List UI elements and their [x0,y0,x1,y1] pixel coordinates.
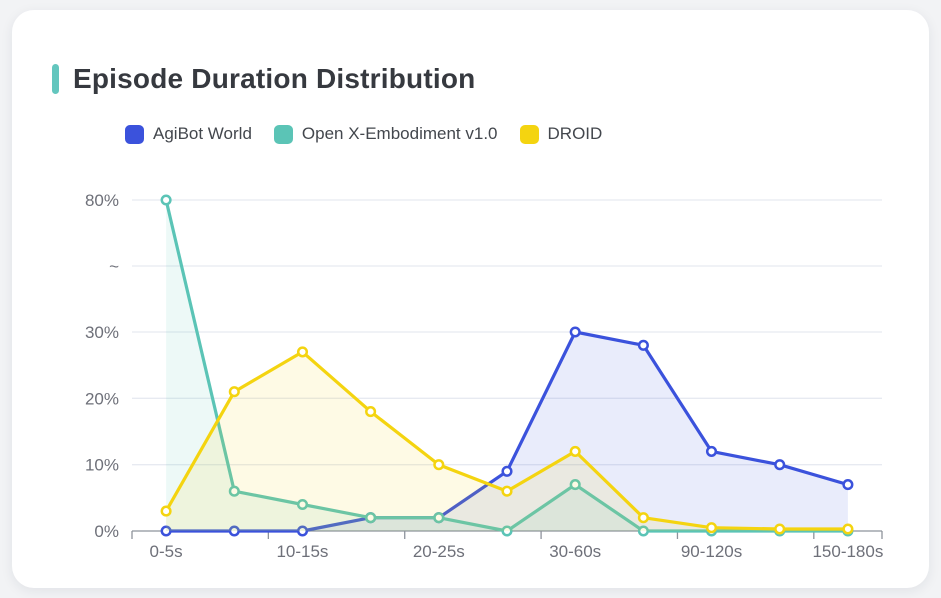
title-accent-bar [52,64,59,94]
data-point-marker [501,465,513,477]
data-point-marker [705,445,718,457]
series-area-agibot-world [166,332,848,531]
data-point-marker [228,525,240,537]
legend-label: AgiBot World [153,124,252,143]
x-axis-label: 0-5s [150,542,183,561]
legend-swatch-icon [273,124,293,144]
data-point-marker [842,523,854,535]
y-axis-label: 10% [85,456,119,475]
page-title: Episode Duration Distribution [73,63,476,94]
legend: AgiBot World Open X-Embodiment v1.0 DROID [125,124,602,144]
series-open-x-embodiment-v1-0 [160,194,854,537]
legend-label: Open X-Embodiment v1.0 [301,124,498,143]
y-axis-label: 0% [94,522,119,541]
data-point-marker [637,339,649,351]
data-point-marker [569,479,581,491]
data-point-marker [433,512,445,524]
legend-label: DROID [547,124,603,143]
data-point-marker [296,525,309,537]
series-area-open-x-embodiment-v1-0 [166,200,848,531]
data-point-marker [569,326,581,338]
data-point-marker [228,485,240,497]
legend-swatch-icon [519,124,539,144]
data-point-marker [160,194,172,206]
y-axis-label: ~ [109,257,119,276]
episode-duration-chart: 0% 10% 20% 30% ~80% 0-5s 10-15s 20-25s 30-60s 90-… [85,191,884,561]
data-point-marker [705,522,718,534]
x-axis-label: 20-25s [413,542,465,561]
series-area-droid [166,351,848,531]
data-point-marker [774,523,786,535]
chart-card: Episode Duration Distribution AgiBot Wor… [12,10,929,588]
x-axis-label: 90-120s [681,542,742,561]
data-point-marker [433,459,445,471]
x-axis-label: 10-15s [276,542,328,561]
gridlines [132,199,882,466]
y-axis-label: 20% [85,389,119,408]
x-axis-label: 30-60s [549,542,601,561]
legend-item-droid[interactable]: DROID [519,124,603,144]
legend-item-agibot-world[interactable]: AgiBot World [125,124,252,144]
legend-swatch-icon [125,124,144,144]
legend-item-open-x-embodiment-v1-0[interactable]: Open X-Embodiment v1.0 [273,124,498,144]
series-droid [160,346,854,535]
x-axis-labels: 0-5s 10-15s 20-25s 30-60s 90-120s 150-180s [150,542,884,561]
data-point-marker [228,386,240,398]
data-point-marker [637,525,649,537]
data-point-marker [774,459,786,471]
data-point-marker [842,479,854,491]
data-point-marker [365,406,377,418]
y-axis-labels: 0% 10% 20% 30% ~80% [85,191,119,541]
y-axis-label: 80% [85,191,119,210]
data-point-marker [501,485,513,497]
data-point-marker [296,498,309,511]
data-point-marker [569,445,581,457]
y-axis-label: 30% [85,323,119,342]
data-point-marker [296,346,309,358]
data-point-marker [160,525,172,537]
data-point-marker [365,512,377,524]
data-point-marker [637,512,649,524]
data-point-marker [501,525,513,537]
x-axis-label: 150-180s [812,542,883,561]
data-point-marker [160,505,172,517]
title-row: Episode Duration Distribution [52,63,475,95]
